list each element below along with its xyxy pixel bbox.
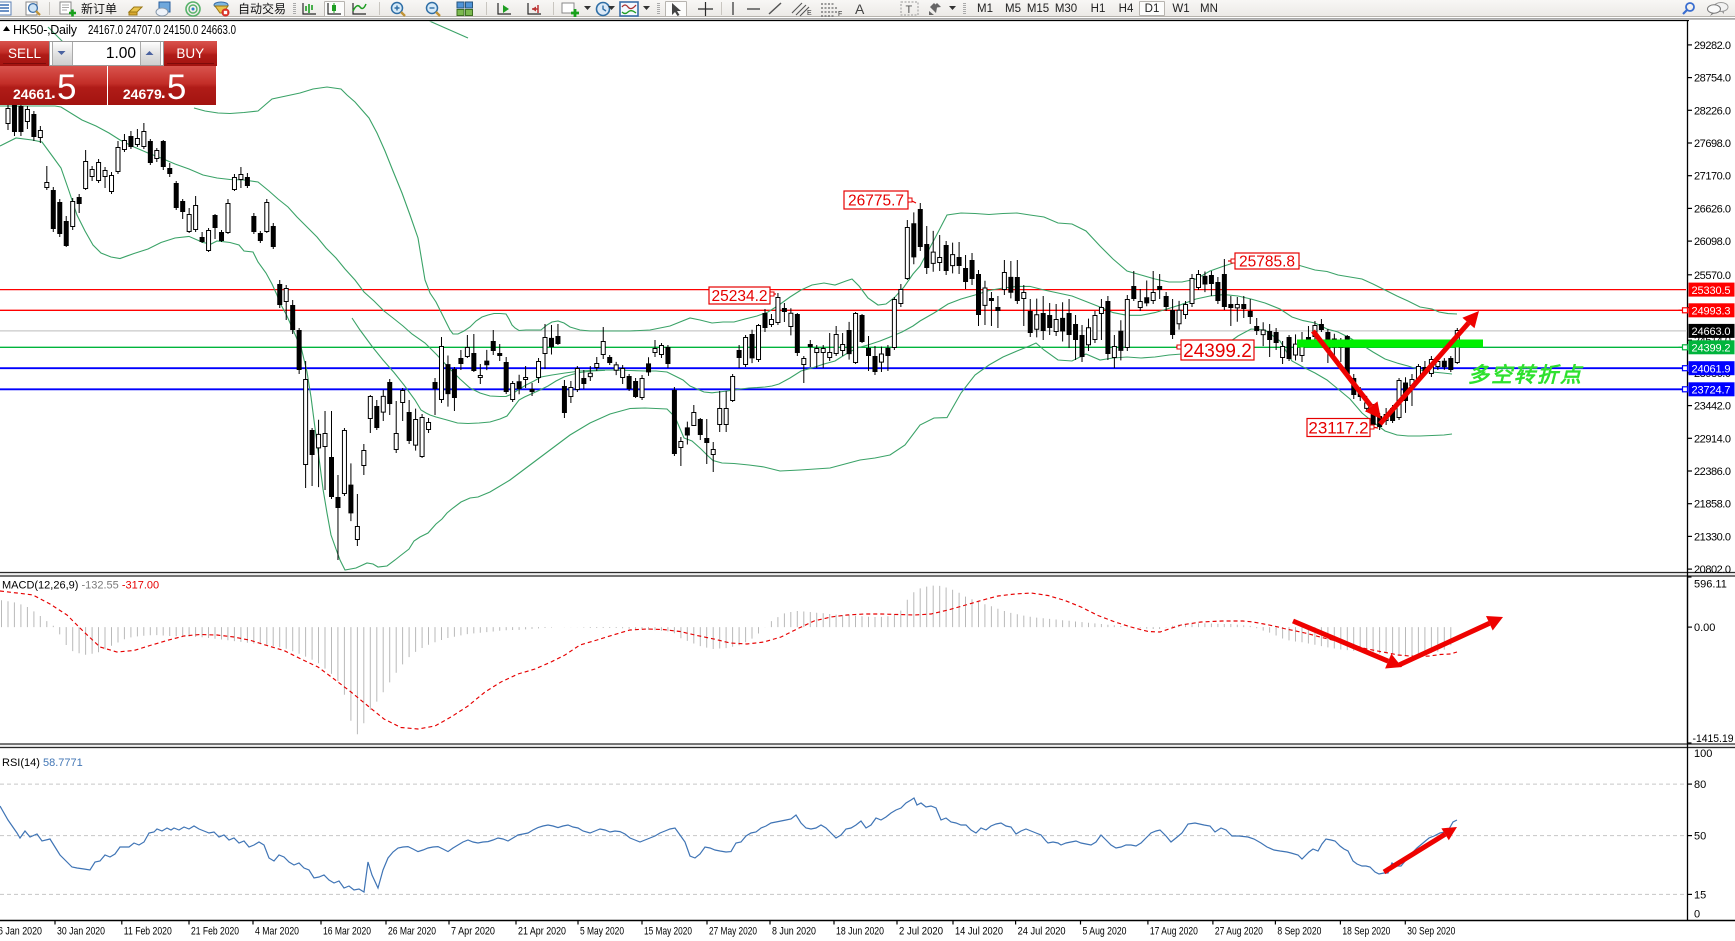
svg-text:17 Aug 2020: 17 Aug 2020 bbox=[1150, 926, 1198, 938]
svg-text:16 Mar 2020: 16 Mar 2020 bbox=[323, 926, 371, 938]
svg-text:21 Feb 2020: 21 Feb 2020 bbox=[191, 926, 239, 938]
svg-text:24061.9: 24061.9 bbox=[1692, 363, 1731, 375]
svg-text:20802.0: 20802.0 bbox=[1694, 564, 1731, 576]
svg-text:25570.0: 25570.0 bbox=[1694, 270, 1731, 282]
svg-text:0.00: 0.00 bbox=[1694, 622, 1715, 634]
svg-text:23724.7: 23724.7 bbox=[1692, 385, 1731, 397]
svg-text:14 Jul 2020: 14 Jul 2020 bbox=[955, 926, 1003, 938]
svg-text:25330.5: 25330.5 bbox=[1692, 285, 1731, 297]
svg-text:27698.0: 27698.0 bbox=[1694, 138, 1731, 150]
svg-text:26626.0: 26626.0 bbox=[1694, 203, 1731, 215]
svg-text:F: F bbox=[838, 11, 842, 17]
svg-text:24663.0: 24663.0 bbox=[1692, 326, 1731, 338]
svg-text:6 Jan 2020: 6 Jan 2020 bbox=[0, 926, 42, 938]
svg-text:2 Jul 2020: 2 Jul 2020 bbox=[899, 926, 943, 938]
svg-text:21858.0: 21858.0 bbox=[1694, 499, 1731, 511]
svg-text:27170.0: 27170.0 bbox=[1694, 171, 1731, 183]
svg-text:0: 0 bbox=[1694, 909, 1700, 921]
svg-text:24399.2: 24399.2 bbox=[1692, 343, 1731, 355]
svg-text:80: 80 bbox=[1694, 779, 1706, 791]
svg-text:HK50-,Daily: HK50-,Daily bbox=[13, 23, 78, 37]
svg-text:23442.0: 23442.0 bbox=[1694, 401, 1731, 413]
svg-text:MACD(12,26,9) -132.55 -317.00: MACD(12,26,9) -132.55 -317.00 bbox=[2, 580, 159, 592]
svg-text:27 Aug 2020: 27 Aug 2020 bbox=[1215, 926, 1263, 938]
svg-text:22914.0: 22914.0 bbox=[1694, 433, 1731, 445]
svg-text:21330.0: 21330.0 bbox=[1694, 531, 1731, 543]
svg-text:8 Sep 2020: 8 Sep 2020 bbox=[1277, 926, 1321, 938]
svg-text:27 May 2020: 27 May 2020 bbox=[709, 926, 757, 938]
svg-text:22386.0: 22386.0 bbox=[1694, 466, 1731, 478]
svg-text:18 Sep 2020: 18 Sep 2020 bbox=[1342, 926, 1390, 938]
svg-text:15 May 2020: 15 May 2020 bbox=[644, 926, 692, 938]
svg-text:11 Feb 2020: 11 Feb 2020 bbox=[124, 926, 172, 938]
svg-text:596.11: 596.11 bbox=[1694, 579, 1727, 591]
svg-text:5 May 2020: 5 May 2020 bbox=[580, 926, 624, 938]
svg-text:T: T bbox=[905, 4, 912, 16]
svg-text:25234.2: 25234.2 bbox=[711, 288, 767, 305]
svg-text:26098.0: 26098.0 bbox=[1694, 236, 1731, 248]
svg-text:23117.2: 23117.2 bbox=[1308, 419, 1368, 438]
svg-text:E: E bbox=[807, 10, 812, 17]
svg-text:21 Apr 2020: 21 Apr 2020 bbox=[518, 926, 566, 938]
svg-text:24167.0 24707.0 24150.0 24663.: 24167.0 24707.0 24150.0 24663.0 bbox=[88, 23, 236, 37]
svg-text:26 Mar 2020: 26 Mar 2020 bbox=[388, 926, 436, 938]
svg-text:4 Mar 2020: 4 Mar 2020 bbox=[255, 926, 299, 938]
svg-text:24399.2: 24399.2 bbox=[1183, 341, 1252, 362]
svg-text:29282.0: 29282.0 bbox=[1694, 40, 1731, 52]
svg-text:15: 15 bbox=[1694, 889, 1706, 901]
svg-text:18 Jun 2020: 18 Jun 2020 bbox=[836, 926, 884, 938]
svg-text:5 Aug 2020: 5 Aug 2020 bbox=[1083, 926, 1127, 938]
svg-text:28226.0: 28226.0 bbox=[1694, 105, 1731, 117]
svg-text:8 Jun 2020: 8 Jun 2020 bbox=[772, 926, 816, 938]
svg-text:-1415.19: -1415.19 bbox=[1693, 733, 1734, 745]
svg-text:30 Jan 2020: 30 Jan 2020 bbox=[57, 926, 105, 938]
svg-text:多空转折点: 多空转折点 bbox=[1468, 363, 1584, 387]
svg-text:100: 100 bbox=[1694, 748, 1712, 760]
svg-text:26775.7: 26775.7 bbox=[848, 193, 904, 210]
svg-text:A: A bbox=[855, 1, 865, 16]
svg-text:RSI(14) 58.7771: RSI(14) 58.7771 bbox=[2, 757, 83, 769]
svg-text:25785.8: 25785.8 bbox=[1239, 254, 1295, 271]
svg-text:7 Apr 2020: 7 Apr 2020 bbox=[451, 926, 495, 938]
svg-text:24 Jul 2020: 24 Jul 2020 bbox=[1018, 926, 1066, 938]
svg-text:50: 50 bbox=[1694, 831, 1706, 843]
svg-text:28754.0: 28754.0 bbox=[1694, 73, 1731, 85]
svg-text:30 Sep 2020: 30 Sep 2020 bbox=[1407, 926, 1455, 938]
svg-text:24993.3: 24993.3 bbox=[1692, 306, 1731, 318]
